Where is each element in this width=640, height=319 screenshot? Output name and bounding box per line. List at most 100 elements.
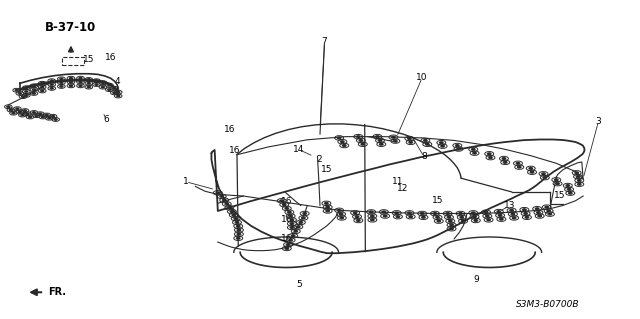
Circle shape bbox=[556, 183, 559, 184]
Circle shape bbox=[19, 93, 21, 94]
Circle shape bbox=[324, 203, 328, 204]
Text: B-37-10: B-37-10 bbox=[45, 21, 97, 34]
Circle shape bbox=[441, 145, 444, 147]
Circle shape bbox=[504, 161, 507, 163]
Circle shape bbox=[230, 211, 234, 212]
Circle shape bbox=[359, 140, 363, 141]
Circle shape bbox=[16, 108, 19, 109]
Circle shape bbox=[447, 217, 451, 218]
Circle shape bbox=[51, 80, 53, 81]
Circle shape bbox=[408, 212, 411, 214]
Circle shape bbox=[420, 213, 424, 214]
Circle shape bbox=[286, 244, 290, 245]
Circle shape bbox=[376, 136, 379, 137]
Circle shape bbox=[378, 140, 381, 141]
Circle shape bbox=[301, 217, 305, 219]
Circle shape bbox=[547, 210, 550, 212]
Circle shape bbox=[29, 116, 31, 118]
Circle shape bbox=[409, 142, 412, 143]
Circle shape bbox=[236, 221, 239, 223]
Circle shape bbox=[457, 148, 460, 150]
Circle shape bbox=[488, 153, 491, 155]
Circle shape bbox=[70, 81, 72, 83]
Circle shape bbox=[566, 185, 570, 186]
Text: 16: 16 bbox=[281, 215, 292, 224]
Circle shape bbox=[60, 78, 63, 79]
Circle shape bbox=[446, 213, 449, 214]
Circle shape bbox=[371, 215, 374, 217]
Circle shape bbox=[60, 86, 63, 87]
Circle shape bbox=[101, 86, 104, 88]
Circle shape bbox=[326, 206, 330, 208]
Circle shape bbox=[33, 89, 35, 90]
Circle shape bbox=[484, 211, 488, 213]
Circle shape bbox=[353, 212, 357, 214]
Circle shape bbox=[409, 216, 412, 218]
Circle shape bbox=[216, 192, 220, 194]
Circle shape bbox=[289, 215, 292, 217]
Circle shape bbox=[450, 228, 453, 230]
Circle shape bbox=[232, 214, 236, 216]
Circle shape bbox=[529, 167, 532, 169]
Circle shape bbox=[10, 109, 12, 111]
Circle shape bbox=[287, 211, 291, 213]
Circle shape bbox=[113, 88, 116, 89]
Circle shape bbox=[41, 86, 44, 88]
Circle shape bbox=[25, 87, 28, 88]
Text: 10: 10 bbox=[417, 73, 428, 82]
Circle shape bbox=[426, 144, 429, 145]
Circle shape bbox=[41, 90, 44, 92]
Circle shape bbox=[543, 177, 547, 178]
Circle shape bbox=[48, 117, 51, 119]
Circle shape bbox=[361, 144, 365, 145]
Circle shape bbox=[280, 200, 284, 202]
Circle shape bbox=[79, 78, 82, 79]
Circle shape bbox=[282, 204, 286, 205]
Circle shape bbox=[449, 220, 452, 222]
Circle shape bbox=[577, 180, 581, 181]
Circle shape bbox=[223, 199, 226, 201]
Circle shape bbox=[51, 84, 53, 85]
Circle shape bbox=[500, 219, 503, 220]
Circle shape bbox=[523, 209, 526, 211]
Circle shape bbox=[538, 215, 541, 217]
Circle shape bbox=[45, 114, 48, 116]
Circle shape bbox=[424, 140, 427, 141]
Circle shape bbox=[513, 217, 516, 219]
Text: 15: 15 bbox=[433, 196, 444, 205]
Circle shape bbox=[568, 192, 572, 194]
Circle shape bbox=[340, 141, 344, 143]
Circle shape bbox=[545, 206, 548, 208]
Text: 16: 16 bbox=[105, 53, 116, 62]
Circle shape bbox=[70, 85, 72, 86]
Circle shape bbox=[408, 138, 411, 139]
Circle shape bbox=[518, 166, 521, 168]
Circle shape bbox=[502, 158, 506, 160]
Text: 14: 14 bbox=[292, 145, 304, 154]
Text: 16: 16 bbox=[281, 234, 292, 243]
Text: 16: 16 bbox=[281, 197, 292, 206]
Circle shape bbox=[101, 82, 104, 83]
Circle shape bbox=[39, 113, 42, 115]
Circle shape bbox=[392, 137, 395, 138]
Circle shape bbox=[383, 215, 387, 217]
Circle shape bbox=[290, 226, 294, 228]
Text: 2: 2 bbox=[317, 155, 322, 164]
Circle shape bbox=[555, 179, 558, 181]
Circle shape bbox=[524, 213, 527, 214]
Circle shape bbox=[356, 136, 360, 137]
Circle shape bbox=[237, 233, 241, 235]
Text: 11: 11 bbox=[392, 177, 404, 186]
Circle shape bbox=[41, 83, 44, 84]
Circle shape bbox=[474, 220, 477, 221]
Circle shape bbox=[25, 91, 28, 92]
Circle shape bbox=[291, 235, 295, 237]
Circle shape bbox=[577, 183, 581, 185]
Circle shape bbox=[396, 216, 399, 218]
Circle shape bbox=[337, 137, 341, 139]
Circle shape bbox=[60, 82, 63, 83]
Circle shape bbox=[382, 211, 385, 213]
Circle shape bbox=[294, 230, 298, 232]
Circle shape bbox=[450, 224, 453, 226]
Circle shape bbox=[575, 172, 579, 174]
